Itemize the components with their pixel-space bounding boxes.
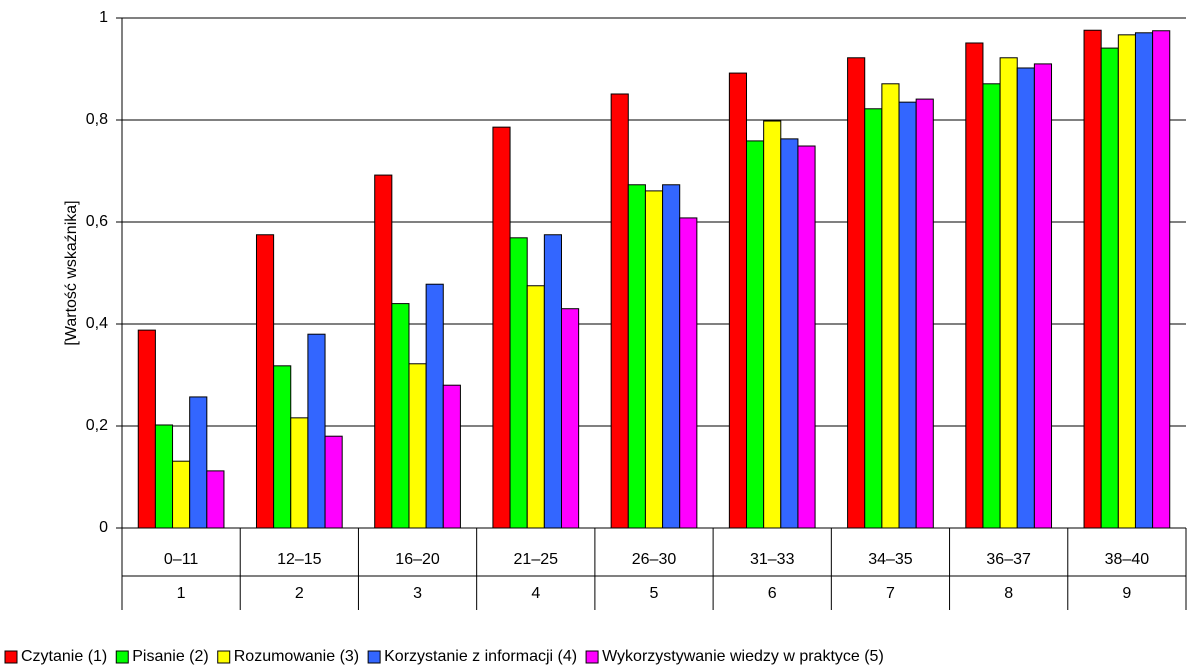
y-tick-label: 1 — [99, 9, 108, 26]
bar — [255, 234, 275, 529]
x-tick-label: 31–33 — [750, 551, 795, 568]
x-tick-label: 36–37 — [986, 551, 1031, 568]
y-tick-label: 0,2 — [86, 417, 108, 434]
x-tick-label: 34–35 — [868, 551, 913, 568]
bar — [526, 285, 545, 529]
x-subcategory-label: 3 — [413, 585, 422, 602]
bar — [560, 308, 580, 529]
bar — [391, 303, 410, 529]
bar — [189, 396, 208, 529]
bar — [1117, 34, 1136, 529]
bar — [679, 217, 698, 529]
bar — [1083, 29, 1102, 529]
bar — [662, 184, 681, 529]
x-subcategory-label: 8 — [1004, 585, 1013, 602]
bar — [627, 184, 646, 529]
bar — [137, 329, 156, 529]
legend-label: Wykorzystywanie wiedzy w praktyce (5) — [602, 648, 884, 665]
bar — [797, 145, 816, 529]
x-subcategory-label: 6 — [768, 585, 777, 602]
bar — [780, 138, 799, 529]
bar — [509, 237, 528, 529]
legend-swatch — [217, 650, 231, 664]
x-tick-label: 21–25 — [514, 551, 559, 568]
bar — [408, 363, 427, 529]
bar — [881, 83, 900, 529]
y-tick-label: 0,6 — [86, 213, 108, 230]
bar — [746, 140, 765, 529]
bar — [206, 470, 225, 529]
bar — [982, 83, 1001, 529]
x-subcategory-label: 9 — [1122, 585, 1131, 602]
bar — [610, 93, 629, 529]
bar — [425, 283, 444, 529]
y-tick-label: 0 — [99, 519, 108, 536]
bar — [1134, 32, 1154, 529]
legend-label: Rozumowanie (3) — [234, 648, 359, 665]
x-tick-label: 26–30 — [632, 551, 677, 568]
bar — [1033, 63, 1053, 529]
bar — [965, 42, 984, 529]
x-subcategory-label: 4 — [531, 585, 540, 602]
bar — [374, 174, 393, 529]
y-tick-label: 0,8 — [86, 111, 108, 128]
bar — [324, 435, 343, 529]
x-subcategory-label: 2 — [295, 585, 304, 602]
bar — [273, 365, 292, 529]
bar — [492, 126, 511, 529]
bar — [172, 460, 191, 529]
bar — [898, 101, 917, 529]
bar — [1016, 67, 1035, 529]
x-tick-label: 38–40 — [1105, 551, 1150, 568]
bar — [307, 333, 326, 529]
bar — [1100, 47, 1119, 529]
bar — [864, 108, 883, 529]
x-subcategory-label: 5 — [650, 585, 659, 602]
bar — [543, 234, 562, 529]
x-tick-label: 16–20 — [395, 551, 440, 568]
x-tick-label: 12–15 — [277, 551, 322, 568]
legend-swatch — [367, 650, 381, 664]
x-tick-label: 0–11 — [164, 551, 199, 568]
legend-swatch — [4, 650, 18, 664]
bar — [847, 57, 866, 529]
legend-label: Pisanie (2) — [132, 648, 208, 665]
bar — [644, 190, 664, 529]
legend-swatch — [585, 650, 599, 664]
x-subcategory-label: 1 — [177, 585, 186, 602]
bar — [728, 72, 748, 529]
legend-swatch — [115, 650, 129, 664]
y-axis-label: [Wartość wskaźnika] — [63, 200, 80, 345]
bar — [290, 417, 309, 529]
bar — [154, 424, 174, 529]
bar — [442, 384, 461, 529]
x-subcategory-label: 7 — [886, 585, 895, 602]
bar — [1152, 30, 1171, 529]
y-tick-label: 0,4 — [86, 315, 108, 332]
bar — [915, 98, 934, 529]
legend-label: Korzystanie z informacji (4) — [384, 648, 577, 665]
bar — [999, 57, 1018, 529]
bar — [763, 120, 782, 529]
legend-label: Czytanie (1) — [21, 648, 107, 665]
